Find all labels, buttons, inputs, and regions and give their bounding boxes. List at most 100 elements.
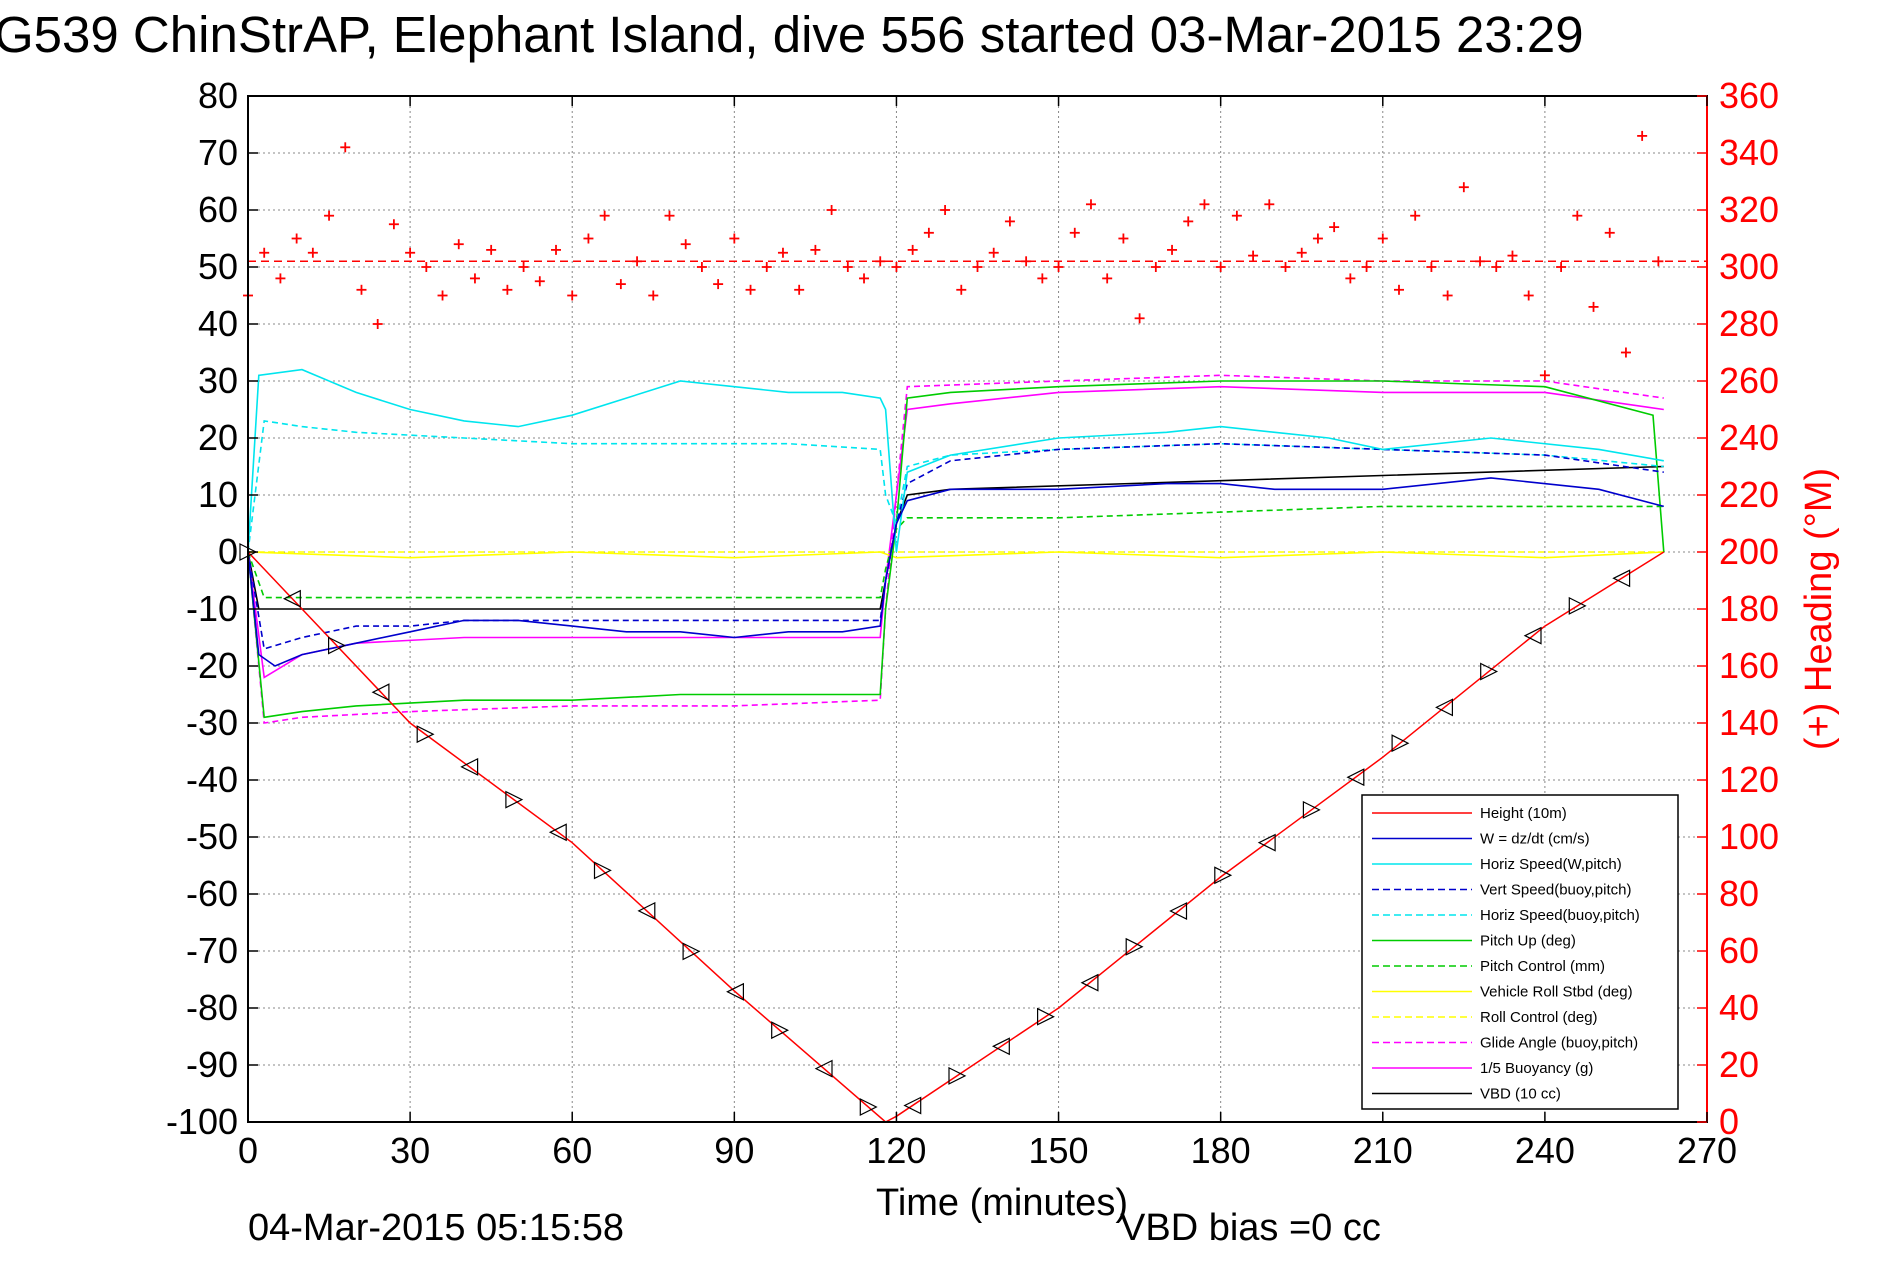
depth-marker: [726, 982, 745, 1001]
x-tick-label: 210: [1353, 1130, 1413, 1171]
heading-marker: [1231, 210, 1242, 221]
heading-marker: [1134, 313, 1145, 324]
heading-markers: [243, 130, 1707, 381]
heading-marker: [680, 239, 691, 250]
legend-label: Vert Speed(buoy,pitch): [1480, 882, 1631, 899]
heading-marker: [1069, 227, 1080, 238]
depth-marker: [460, 757, 479, 776]
heading-marker: [1215, 262, 1226, 272]
y-tick-label-left: -30: [186, 702, 238, 743]
legend-box: [1361, 794, 1679, 1110]
depth-marker: [1080, 973, 1099, 992]
heading-marker: [891, 262, 902, 272]
heading-marker: [810, 244, 821, 255]
heading-marker: [777, 247, 788, 258]
y-tick-label-right: 300: [1719, 246, 1779, 287]
heading-marker: [1523, 290, 1534, 301]
depth-marker: [948, 1066, 967, 1085]
heading-marker: [859, 273, 870, 284]
y-tick-label-right: 320: [1719, 189, 1779, 230]
y-tick-label-left: 60: [198, 189, 238, 230]
legend-label: Pitch Up (deg): [1480, 933, 1576, 950]
heading-marker: [356, 284, 367, 295]
heading-marker: [421, 262, 432, 272]
series-layer: [247, 368, 1665, 1123]
y-tick-label-right: 100: [1719, 816, 1779, 857]
heading-marker: [1458, 182, 1469, 193]
x-tick-label: 240: [1515, 1130, 1575, 1171]
depth-marker: [1214, 866, 1233, 885]
legend-label: Glide Angle (buoy,pitch): [1480, 1035, 1638, 1052]
x-tick-label: 120: [866, 1130, 926, 1171]
series-line-glide-angle-buoy-pitch: [247, 374, 1664, 724]
legend-label: Roll Control (deg): [1480, 1009, 1598, 1026]
heading-marker: [340, 142, 351, 153]
depth-marker: [1169, 902, 1188, 920]
y-tick-label-right: 40: [1719, 987, 1759, 1028]
y-tick-label-right: 0: [1719, 1101, 1739, 1142]
depth-marker: [859, 1098, 878, 1116]
depth-marker: [1346, 768, 1365, 787]
y-tick-label-right: 200: [1719, 531, 1779, 572]
y-tick-label-left: -20: [186, 645, 238, 686]
heading-marker: [502, 284, 513, 295]
legend-label: Vehicle Roll Stbd (deg): [1480, 984, 1633, 1001]
heading-marker: [1183, 216, 1194, 227]
heading-marker: [291, 233, 302, 244]
y-tick-label-left: 70: [198, 132, 238, 173]
y-tick-label-right: 220: [1719, 474, 1779, 515]
heading-marker: [988, 247, 999, 258]
legend-label: 1/5 Buoyancy (g): [1480, 1060, 1593, 1077]
heading-marker: [469, 273, 480, 284]
y-axis-right-label: (+) Heading (°M): [1798, 468, 1840, 750]
x-tick-label: 180: [1191, 1130, 1251, 1171]
heading-marker: [1572, 210, 1583, 221]
y-tick-label-right: 280: [1719, 303, 1779, 344]
legend: Height (10m) W = dz/dt (cm/s) Horiz Speed(…: [1361, 794, 1679, 1110]
depth-marker: [1568, 596, 1587, 615]
depth-marker: [371, 683, 390, 702]
y-tick-label-right: 20: [1719, 1044, 1759, 1085]
heading-marker: [1556, 262, 1567, 272]
heading-marker: [275, 273, 286, 284]
heading-marker: [794, 284, 805, 295]
heading-marker: [324, 210, 335, 221]
heading-marker: [956, 284, 967, 295]
y-tick-label-right: 140: [1719, 702, 1779, 743]
heading-marker: [1426, 262, 1437, 272]
depth-marker: [991, 1037, 1010, 1056]
y-tick-label-left: 40: [198, 303, 238, 344]
chart-title: G539 ChinStrAP, Elephant Island, dive 55…: [0, 6, 1584, 63]
y-tick-label-right: 80: [1719, 873, 1759, 914]
y-axis-right: 3603403203002802602402202001801601401201…: [1697, 75, 1779, 1142]
y-tick-label-left: 10: [198, 474, 238, 515]
heading-marker: [1021, 256, 1032, 267]
heading-marker: [1118, 233, 1129, 244]
heading-marker: [583, 233, 594, 244]
depth-marker: [682, 942, 701, 961]
y-tick-label-left: -90: [186, 1044, 238, 1085]
heading-marker: [1102, 273, 1113, 284]
series-line-horiz-speed-w-pitch: [247, 368, 1664, 553]
depth-marker: [1523, 626, 1542, 645]
heading-marker: [940, 205, 951, 215]
heading-marker: [1475, 256, 1486, 267]
heading-marker: [1637, 130, 1648, 141]
heading-marker: [486, 244, 497, 255]
y-tick-label-left: -40: [186, 759, 238, 800]
x-tick-label: 60: [552, 1130, 592, 1171]
heading-marker: [1264, 199, 1275, 210]
heading-marker: [1410, 210, 1421, 221]
legend-label: Pitch Control (mm): [1480, 958, 1605, 975]
heading-marker: [405, 247, 416, 258]
depth-marker: [1391, 734, 1410, 753]
y-axis-left: 80 70 60 50 40 30 20 10 0 -10 -20 -30 -40 -50 -60 -70 -8…: [166, 75, 258, 1142]
heading-marker: [1004, 216, 1015, 227]
heading-marker: [1604, 227, 1615, 238]
depth-marker: [1435, 698, 1454, 717]
heading-marker: [761, 262, 772, 272]
y-tick-label-left: 30: [198, 360, 238, 401]
legend-label: W = dz/dt (cm/s): [1480, 831, 1590, 848]
series-line-w-dz-dt-cm-s: [247, 477, 1665, 667]
heading-marker: [696, 262, 707, 272]
